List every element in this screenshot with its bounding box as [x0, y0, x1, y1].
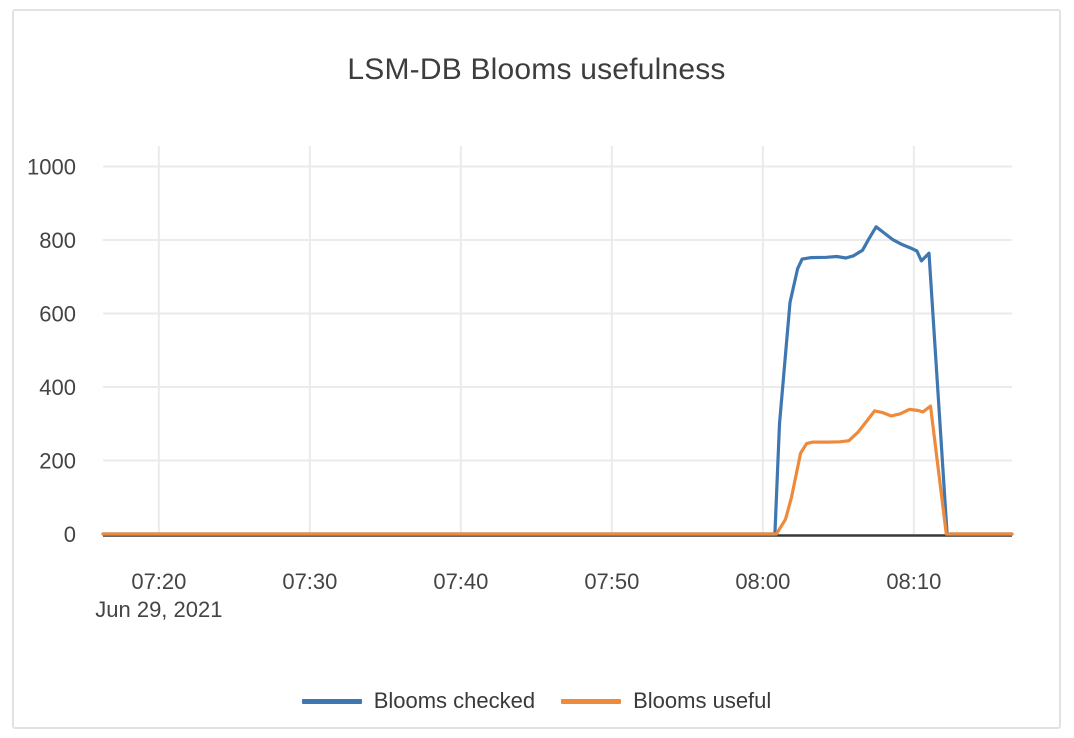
x-tick-label: 07:50: [584, 569, 639, 594]
legend-swatch-blooms-checked: [301, 698, 362, 704]
chart-card: LSM-DB Blooms usefulness Blooms checked …: [12, 9, 1061, 729]
x-tick-label: 07:30: [282, 569, 337, 594]
series-line-blooms-checked[interactable]: [101, 225, 1014, 536]
y-tick-label: 200: [39, 449, 76, 474]
x-tick-label: 08:10: [886, 569, 941, 594]
y-tick-label: 0: [64, 522, 76, 547]
legend-label-blooms-useful: Blooms useful: [633, 688, 772, 713]
legend-label-blooms-checked: Blooms checked: [373, 688, 536, 713]
x-tick-label: 08:00: [735, 569, 790, 594]
x-tick-label: 07:40: [433, 569, 488, 594]
series-line-blooms-useful[interactable]: [101, 404, 1014, 536]
x-axis-date-label: Jun 29, 2021: [95, 597, 222, 622]
legend-swatch-blooms-useful: [561, 698, 622, 704]
legend-item-blooms-checked[interactable]: Blooms checked: [301, 688, 536, 714]
x-tick-label: 07:20: [131, 569, 186, 594]
y-tick-label: 800: [39, 228, 76, 253]
legend-item-blooms-useful[interactable]: Blooms useful: [561, 688, 771, 714]
y-tick-label: 1000: [27, 155, 76, 180]
chart-title: LSM-DB Blooms usefulness: [347, 53, 726, 86]
legend: Blooms checked Blooms useful: [14, 687, 1059, 715]
y-tick-label: 600: [39, 302, 76, 327]
y-tick-label: 400: [39, 375, 76, 400]
